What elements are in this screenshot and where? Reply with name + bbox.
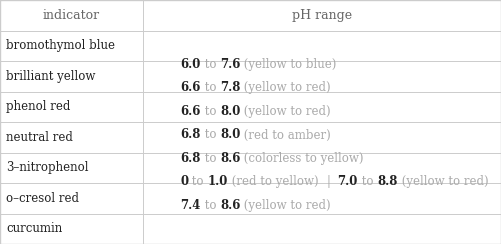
Text: 7.8: 7.8 (220, 81, 240, 94)
Text: pH range: pH range (292, 9, 352, 22)
Text: 0: 0 (180, 175, 188, 188)
Text: 6.8: 6.8 (180, 128, 200, 142)
Text: to: to (200, 58, 220, 71)
Text: neutral red: neutral red (6, 131, 73, 144)
Text: 8.6: 8.6 (220, 199, 240, 212)
Text: (yellow to red): (yellow to red) (240, 199, 331, 212)
Text: indicator: indicator (43, 9, 100, 22)
Text: 3–nitrophenol: 3–nitrophenol (6, 161, 89, 174)
Text: (yellow to red): (yellow to red) (240, 81, 331, 94)
Text: brilliant yellow: brilliant yellow (6, 70, 95, 83)
Text: to: to (358, 175, 377, 188)
Text: 8.6: 8.6 (220, 152, 240, 165)
Text: to: to (200, 128, 220, 142)
Text: 8.0: 8.0 (220, 128, 240, 142)
Text: 1.0: 1.0 (207, 175, 228, 188)
Text: 6.0: 6.0 (180, 58, 200, 71)
Text: (red to yellow): (red to yellow) (228, 175, 326, 188)
Text: to: to (200, 105, 220, 118)
Text: 6.6: 6.6 (180, 81, 200, 94)
Text: 6.6: 6.6 (180, 105, 200, 118)
Text: (yellow to red): (yellow to red) (240, 105, 331, 118)
Text: 7.6: 7.6 (220, 58, 240, 71)
Text: |: | (326, 175, 330, 188)
Text: (red to amber): (red to amber) (240, 128, 331, 142)
Text: o–cresol red: o–cresol red (6, 192, 79, 205)
Text: 7.0: 7.0 (338, 175, 358, 188)
Text: bromothymol blue: bromothymol blue (6, 39, 115, 52)
Text: to: to (200, 152, 220, 165)
Text: to: to (200, 81, 220, 94)
Text: 8.8: 8.8 (377, 175, 397, 188)
Text: 7.4: 7.4 (180, 199, 200, 212)
Text: (yellow to red): (yellow to red) (397, 175, 488, 188)
Text: (yellow to blue): (yellow to blue) (240, 58, 337, 71)
Text: to: to (188, 175, 207, 188)
Text: curcumin: curcumin (6, 222, 62, 235)
Text: phenol red: phenol red (6, 100, 70, 113)
Text: 6.8: 6.8 (180, 152, 200, 165)
Text: to: to (200, 199, 220, 212)
Text: (colorless to yellow): (colorless to yellow) (240, 152, 364, 165)
Text: 8.0: 8.0 (220, 105, 240, 118)
